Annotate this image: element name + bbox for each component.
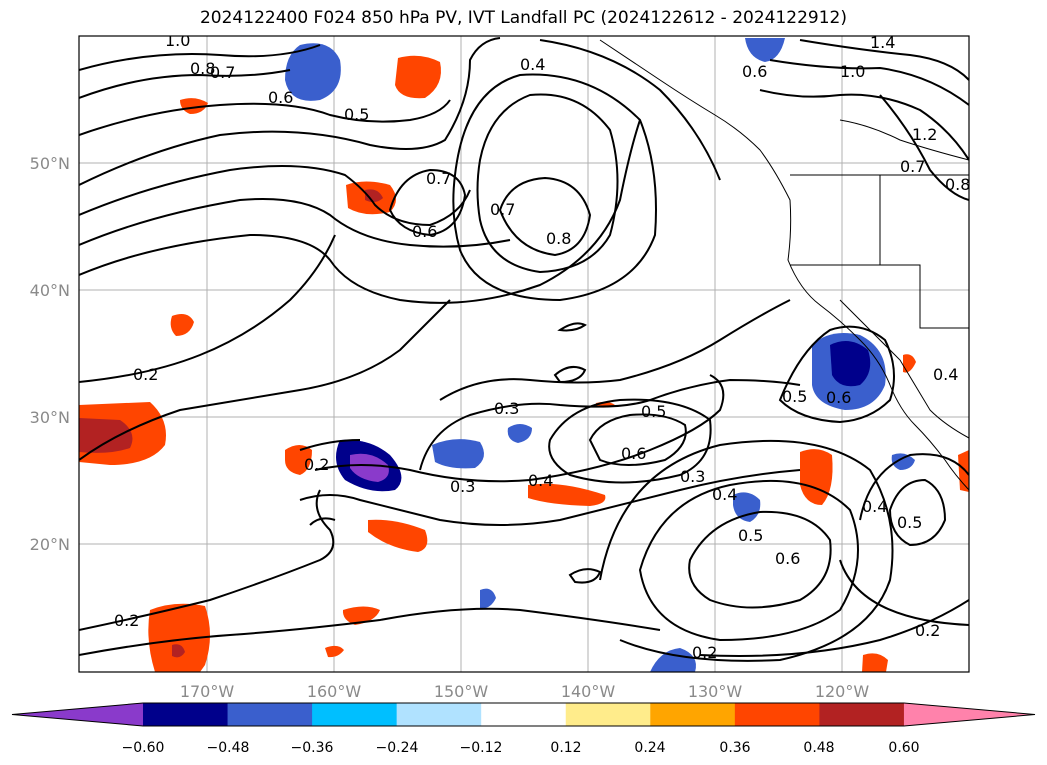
contour-label: 0.5 [344, 105, 369, 124]
latitude-labels: 50°N 40°N 30°N 20°N [30, 154, 70, 554]
contour-label: 0.6 [826, 388, 851, 407]
colorbar [11, 702, 1036, 727]
contour-label: 0.2 [114, 611, 139, 630]
contour-label: 0.5 [897, 513, 922, 532]
contour-label: 0.2 [133, 365, 158, 384]
colorbar-swatch [481, 703, 567, 726]
contour-labels: 1.0 0.8 0.7 0.6 0.5 0.4 0.7 0.6 0.7 0.8 … [114, 31, 970, 662]
colorbar-swatch [565, 703, 651, 726]
colorbar-outline [11, 702, 1036, 727]
colorbar-tick-label: 0.60 [888, 740, 919, 756]
contour-label: 0.6 [742, 62, 767, 81]
contour-label: 0.7 [426, 169, 451, 188]
contour-label: 0.6 [621, 444, 646, 463]
colorbar-tick-label: −0.24 [376, 740, 419, 756]
lon-label: 130°W [688, 682, 743, 701]
colorbar-swatch [734, 703, 820, 726]
contour-label: 0.3 [494, 399, 519, 418]
colorbar-tick-label: 0.24 [634, 740, 665, 756]
pv-shading [79, 38, 969, 672]
colorbar-tick-label: 0.12 [550, 740, 581, 756]
colorbar-tick-label: −0.48 [207, 740, 250, 756]
colorbar-extend-min [12, 703, 143, 726]
colorbar-swatch [143, 703, 229, 726]
lon-label: 120°W [815, 682, 870, 701]
contour-label: 1.0 [165, 31, 190, 50]
contour-label: 0.3 [680, 467, 705, 486]
colorbar-extend-max [903, 703, 1035, 726]
map-frame [78, 35, 970, 673]
contour-label: 0.7 [210, 63, 235, 82]
contour-label: 0.2 [304, 455, 329, 474]
colorbar-swatch [227, 703, 313, 726]
lat-label: 50°N [30, 154, 70, 173]
lat-label: 40°N [30, 281, 70, 300]
lat-label: 30°N [30, 408, 70, 427]
colorbar-tick-label: −0.36 [291, 740, 334, 756]
colorbar-swatch [312, 703, 398, 726]
contour-label: 0.5 [641, 402, 666, 421]
contour-label: 0.8 [945, 175, 970, 194]
colorbar-swatch [819, 703, 905, 726]
contour-label: 0.4 [862, 497, 887, 516]
contour-label: 0.7 [490, 200, 515, 219]
colorbar-tick-label: −0.60 [122, 740, 165, 756]
lon-label: 160°W [307, 682, 362, 701]
contour-label: 0.8 [190, 59, 215, 78]
contour-label: 0.5 [782, 387, 807, 406]
contour-label: 1.4 [870, 33, 895, 52]
contour-label: 0.4 [520, 55, 545, 74]
contour-label: 0.5 [738, 526, 763, 545]
contour-label: 0.7 [900, 157, 925, 176]
contour-label: 0.4 [528, 471, 553, 490]
contour-label: 1.2 [912, 125, 937, 144]
colorbar-swatch [396, 703, 482, 726]
longitude-labels: 170°W 160°W 150°W 140°W 130°W 120°W [180, 682, 870, 701]
lon-label: 170°W [180, 682, 235, 701]
lat-label: 20°N [30, 535, 70, 554]
colorbar-tick-label: −0.12 [460, 740, 503, 756]
contour-label: 0.4 [933, 365, 958, 384]
contour-label: 0.8 [546, 229, 571, 248]
map-title: 2024122400 F024 850 hPa PV, IVT Landfall… [199, 8, 847, 28]
contour-label: 0.2 [915, 621, 940, 640]
colorbar-tick-label: 0.36 [719, 740, 750, 756]
colorbar-swatch [650, 703, 736, 726]
contour-label: 0.6 [412, 222, 437, 241]
colorbar-tick-label: 0.48 [803, 740, 834, 756]
contour-label: 1.0 [840, 62, 865, 81]
contour-label: 0.6 [775, 549, 800, 568]
colorbar-tick-labels: −0.60 −0.48 −0.36 −0.24 −0.12 0.12 0.24 … [122, 740, 920, 756]
contour-label: 0.2 [692, 643, 717, 662]
coastline [599, 39, 969, 491]
pv-contours [79, 37, 969, 662]
contour-label: 0.4 [712, 485, 737, 504]
contour-label: 0.3 [450, 477, 475, 496]
lon-label: 150°W [434, 682, 489, 701]
lon-label: 140°W [561, 682, 616, 701]
contour-label: 0.6 [268, 88, 293, 107]
